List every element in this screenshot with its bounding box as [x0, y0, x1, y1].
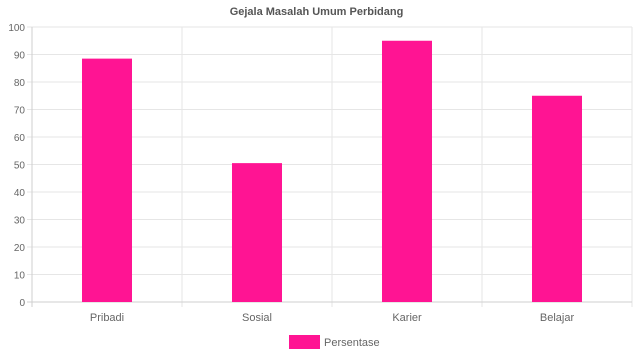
y-tick-label: 90: [14, 51, 26, 62]
legend[interactable]: Persentase: [289, 335, 380, 349]
x-tick-label: Sosial: [242, 312, 272, 324]
x-tick-label: Belajar: [540, 312, 575, 324]
y-tick-label: 40: [14, 188, 26, 199]
bar: [82, 58, 132, 302]
y-tick-label: 30: [14, 216, 26, 227]
y-tick-label: 0: [19, 298, 25, 309]
bar: [532, 95, 582, 302]
y-tick-label: 10: [14, 271, 26, 282]
x-tick-label: Karier: [392, 312, 422, 324]
y-tick-label: 20: [14, 243, 26, 254]
legend-label[interactable]: Persentase: [324, 337, 380, 349]
y-tick-label: 60: [14, 133, 26, 144]
bar-layer: [82, 40, 582, 302]
bar: [382, 40, 432, 302]
y-tick-label: 80: [14, 78, 26, 89]
y-tick-label: 50: [14, 161, 26, 172]
y-tick-label: 100: [8, 23, 25, 34]
y-tick-label: 70: [14, 106, 26, 117]
chart-title: Gejala Masalah Umum Perbidang: [230, 6, 404, 18]
bar: [232, 163, 282, 302]
legend-swatch[interactable]: [289, 335, 320, 349]
label-layer: 0 10 20 30 40 50 60 70 80 90 100 Pribadi Sosial Karie…: [8, 23, 574, 324]
x-tick-label: Pribadi: [90, 312, 124, 324]
